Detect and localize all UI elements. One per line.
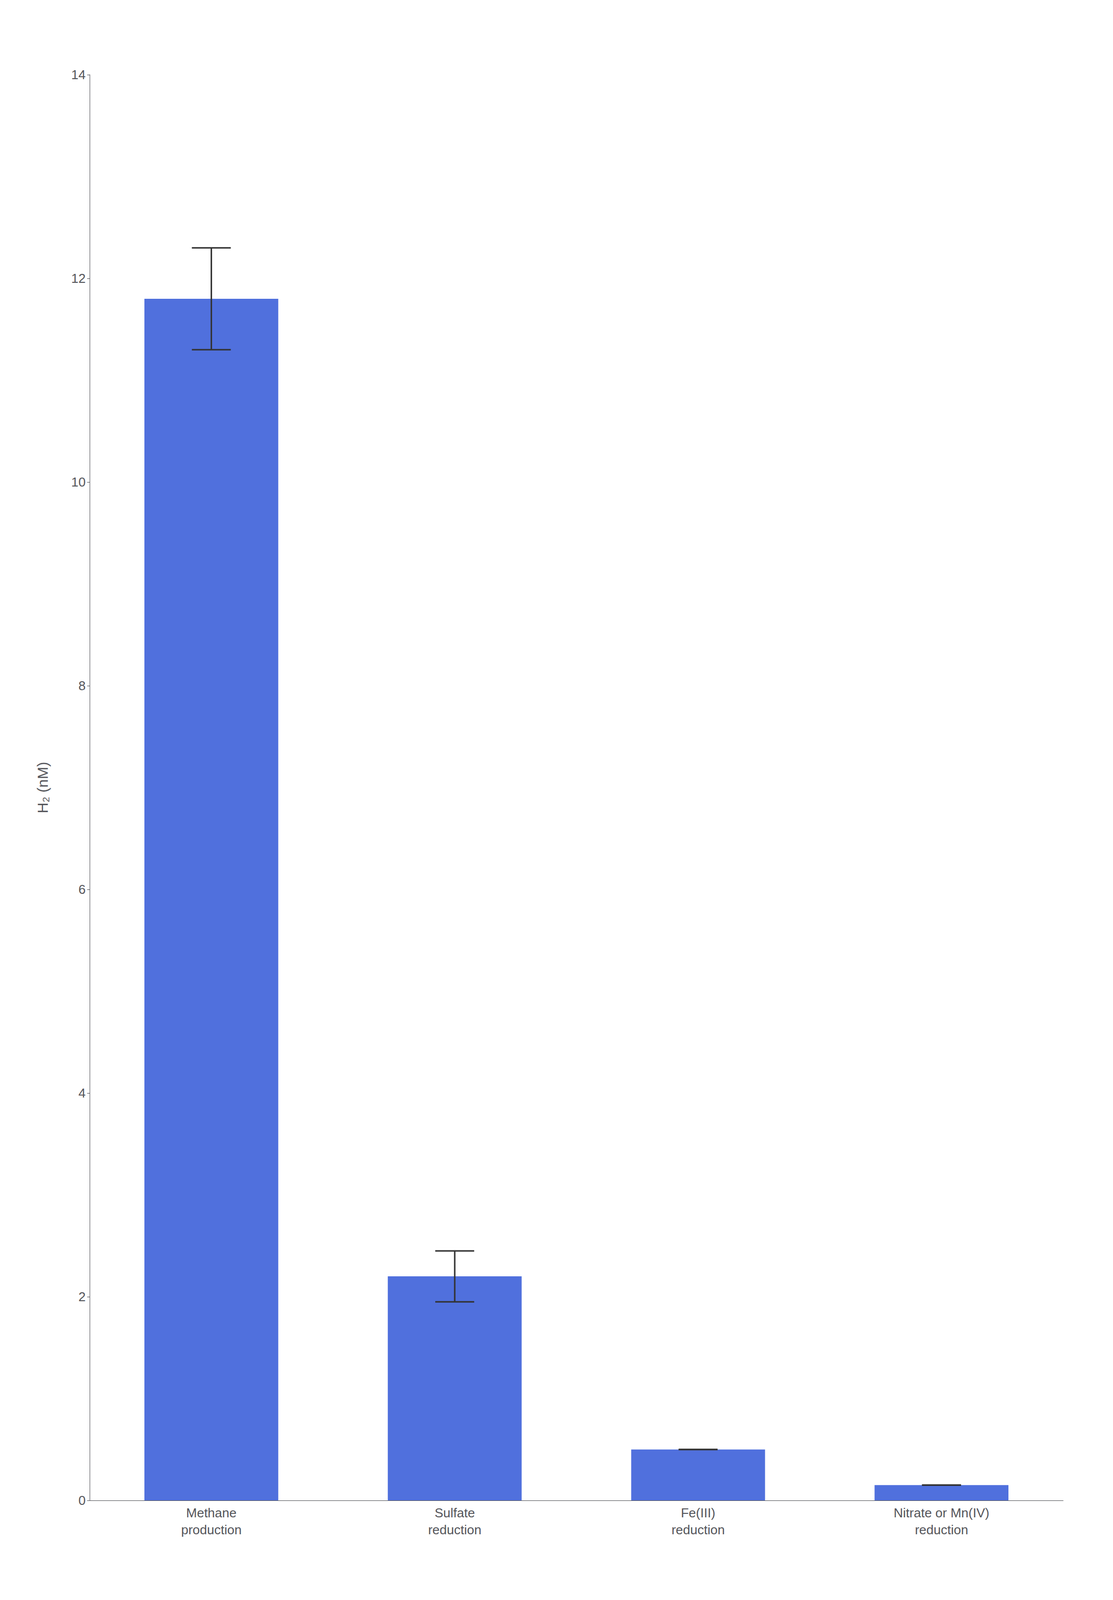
svg-text:0: 0 bbox=[78, 1492, 86, 1508]
svg-text:12: 12 bbox=[71, 270, 86, 286]
svg-text:14: 14 bbox=[71, 67, 86, 83]
svg-text:reduction: reduction bbox=[914, 1522, 969, 1538]
svg-text:H₂ (nM): H₂ (nM) bbox=[34, 761, 51, 814]
svg-text:8: 8 bbox=[78, 678, 86, 694]
svg-text:reduction: reduction bbox=[671, 1522, 725, 1538]
svg-text:reduction: reduction bbox=[428, 1522, 482, 1538]
svg-text:2: 2 bbox=[78, 1289, 86, 1305]
svg-text:Methane: Methane bbox=[186, 1505, 237, 1521]
svg-text:Fe(III): Fe(III) bbox=[680, 1505, 716, 1521]
svg-text:6: 6 bbox=[78, 881, 86, 897]
svg-text:production: production bbox=[181, 1522, 242, 1538]
svg-text:Nitrate or Mn(IV): Nitrate or Mn(IV) bbox=[893, 1505, 990, 1521]
svg-text:10: 10 bbox=[71, 474, 86, 490]
svg-text:Sulfate: Sulfate bbox=[434, 1505, 476, 1521]
svg-text:4: 4 bbox=[78, 1085, 86, 1101]
